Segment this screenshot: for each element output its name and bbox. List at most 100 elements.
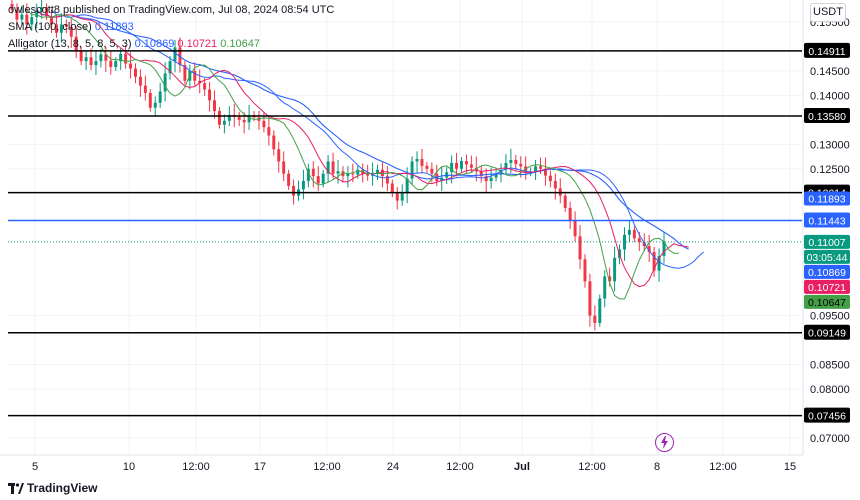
candle-body xyxy=(608,276,612,282)
alligator-teeth-line xyxy=(36,9,689,288)
x-tick-label: 15 xyxy=(784,461,796,473)
candle-body xyxy=(183,65,187,81)
price-badge-label: 0.10647 xyxy=(808,297,846,309)
candle-body xyxy=(425,165,429,169)
candle-body xyxy=(578,236,582,260)
candle-body xyxy=(124,53,128,64)
candle-body xyxy=(20,14,24,20)
candle-body xyxy=(548,175,552,182)
candle-body xyxy=(129,63,133,69)
candle-body xyxy=(114,61,118,68)
candle-body xyxy=(25,14,29,25)
tradingview-logo-icon xyxy=(8,483,24,494)
candle-body xyxy=(163,73,167,92)
candle-body xyxy=(395,193,399,201)
candle-body xyxy=(262,120,266,128)
candle-body xyxy=(385,176,389,184)
candle-body xyxy=(134,68,137,77)
candle-body xyxy=(173,47,177,62)
candle-body xyxy=(198,80,202,84)
candle-body xyxy=(514,159,518,164)
price-level-badge xyxy=(804,407,850,423)
candle-body xyxy=(469,164,473,168)
candle-body xyxy=(534,166,538,172)
candle-body xyxy=(277,149,281,162)
candle-body xyxy=(376,169,379,174)
candle-body xyxy=(282,161,286,174)
sma-value: 0.11893 xyxy=(94,21,134,33)
candle-body xyxy=(217,111,221,125)
candle-body xyxy=(321,173,325,184)
candle-body xyxy=(484,176,488,182)
price-level-badge-label: 0.07456 xyxy=(808,411,846,423)
candle-body xyxy=(69,26,73,37)
candle-body xyxy=(613,257,617,282)
y-tick-label: 0.08500 xyxy=(810,359,850,371)
candle-body xyxy=(647,246,651,252)
alligator-jaw-value: 0.10869 xyxy=(134,38,175,50)
candle-body xyxy=(464,160,468,165)
candle-body xyxy=(341,171,345,177)
candle-body xyxy=(415,159,419,162)
candle-body xyxy=(623,234,626,250)
candle-body xyxy=(642,242,646,247)
chart-header: owlescott8 published on TradingView.com,… xyxy=(8,4,334,16)
alligator-label: Alligator (13, 8, 5, 8, 5, 3) xyxy=(8,38,132,50)
x-tick-label: 17 xyxy=(254,461,266,473)
candle-body xyxy=(79,50,83,62)
candle-body xyxy=(59,24,63,33)
candle-body xyxy=(54,24,58,33)
candle-body xyxy=(213,100,216,112)
alligator-lips-line xyxy=(26,9,679,300)
alligator-teeth-value: 0.10721 xyxy=(177,38,218,50)
flash-icon[interactable] xyxy=(655,433,674,452)
tradingview-logo: TradingView xyxy=(8,481,97,495)
x-tick-label: 5 xyxy=(32,461,38,473)
candle-body xyxy=(222,120,226,125)
candle-body xyxy=(563,195,567,208)
candle-body xyxy=(247,114,251,123)
indicator-sma[interactable]: SMA (100, close) 0.11893 xyxy=(8,21,134,33)
candle-body xyxy=(460,160,463,169)
candle-body xyxy=(627,229,631,235)
y-tick-label: 0.08000 xyxy=(810,384,850,396)
candle-body xyxy=(430,168,434,174)
indicator-alligator[interactable]: Alligator (13, 8, 5, 8, 5, 3) 0.10869 0.… xyxy=(8,38,260,50)
candle-body xyxy=(583,259,587,282)
candle-body xyxy=(74,36,78,51)
candle-body xyxy=(15,9,19,20)
candle-body xyxy=(504,162,508,170)
candle-body xyxy=(657,255,661,271)
candle-body xyxy=(509,159,513,163)
x-tick-label: 12:00 xyxy=(446,461,474,473)
price-level-badge-label: 0.14911 xyxy=(808,46,845,58)
x-tick-label: 8 xyxy=(654,461,660,473)
price-badge xyxy=(804,234,850,249)
brand-name: TradingView xyxy=(27,481,98,495)
candle-body xyxy=(203,83,207,90)
alligator-lips-value: 0.10647 xyxy=(220,38,260,50)
publisher-line: owlescott8 published on TradingView.com,… xyxy=(8,4,335,16)
candle-body xyxy=(380,169,384,177)
candle-body xyxy=(588,281,592,316)
candle-body xyxy=(267,127,271,136)
candle-body xyxy=(603,276,607,299)
candle-body xyxy=(366,173,370,176)
candle-body xyxy=(405,178,409,194)
candle-body xyxy=(539,166,542,169)
price-badge xyxy=(804,264,850,279)
candle-body xyxy=(489,177,493,182)
candle-body xyxy=(450,162,454,173)
candle-body xyxy=(553,181,557,189)
price-badge xyxy=(804,191,850,206)
currency-button[interactable]: USDT xyxy=(810,3,846,22)
price-level-badge xyxy=(804,324,850,340)
candle-body xyxy=(94,61,98,66)
candle-body xyxy=(311,168,315,177)
candle-body xyxy=(109,60,113,68)
alligator-jaw-line xyxy=(51,9,704,269)
sma-label: SMA (100, close) xyxy=(8,21,92,33)
candle-body xyxy=(519,163,523,167)
candle-body xyxy=(153,102,157,108)
